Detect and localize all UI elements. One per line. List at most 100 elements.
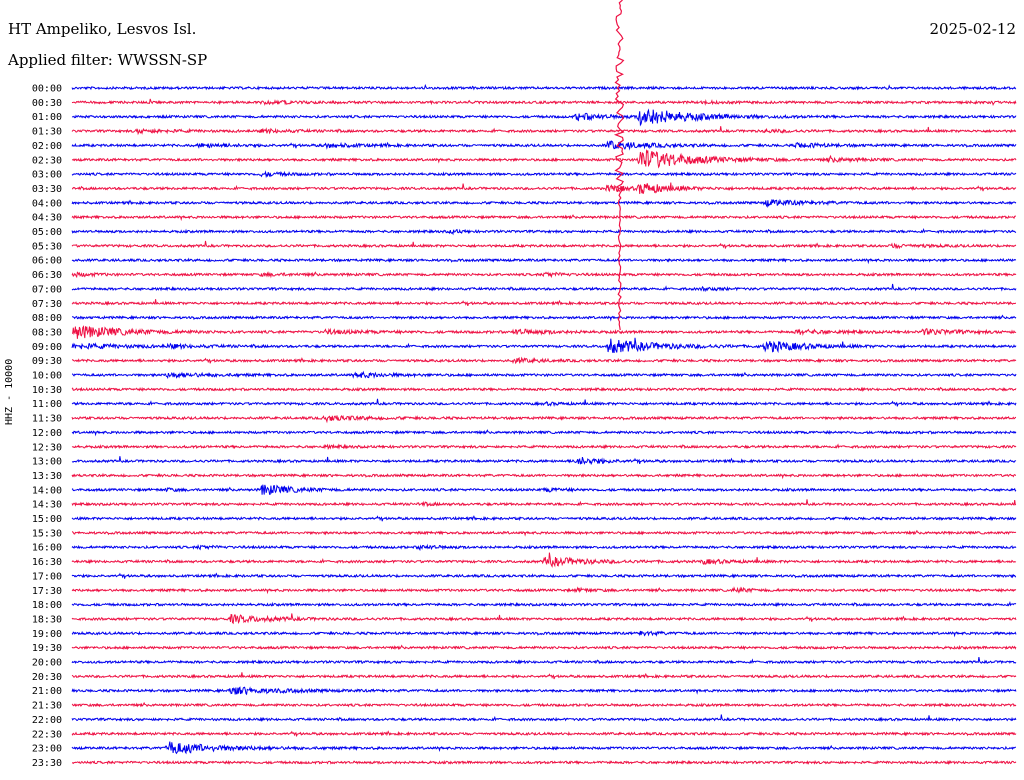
filter-label: Applied filter: WWSSN-SP xyxy=(8,51,208,69)
trace-1400 xyxy=(71,484,1017,495)
trace-1700 xyxy=(71,572,1017,579)
trace-1330 xyxy=(71,472,1016,480)
row-time-label: 12:00 xyxy=(32,428,62,439)
row-time-label: 05:00 xyxy=(32,227,62,238)
trace-1930 xyxy=(71,644,1017,651)
row-time-label: 09:30 xyxy=(32,356,62,367)
row-time-label: 17:00 xyxy=(32,571,62,582)
row-time-label: 08:00 xyxy=(32,313,62,324)
trace-0330 xyxy=(71,182,1017,194)
row-time-label: 07:30 xyxy=(32,299,62,310)
row-time-label: 18:30 xyxy=(32,614,62,625)
trace-0100 xyxy=(71,108,1017,127)
trace-0900 xyxy=(71,337,1017,354)
trace-0730 xyxy=(71,299,1016,307)
row-time-label: 05:30 xyxy=(32,241,62,252)
trace-1130 xyxy=(71,414,1017,424)
row-time-label: 06:30 xyxy=(32,270,62,281)
row-time-label: 15:30 xyxy=(32,528,62,539)
row-time-label: 22:30 xyxy=(32,729,62,740)
row-time-label: 21:00 xyxy=(32,686,62,697)
teleseism-spike xyxy=(613,0,625,331)
trace-1530 xyxy=(71,529,1017,537)
trace-1230 xyxy=(71,443,1017,451)
trace-0230 xyxy=(71,148,1017,169)
row-time-label: 10:30 xyxy=(32,385,62,396)
trace-0830 xyxy=(72,325,1017,339)
trace-2130 xyxy=(71,701,1017,708)
row-time-label: 07:00 xyxy=(32,284,62,295)
trace-0030 xyxy=(71,98,1017,106)
trace-0000 xyxy=(71,83,1017,91)
trace-1630 xyxy=(71,552,1017,568)
trace-0500 xyxy=(71,227,1017,236)
row-time-label: 01:00 xyxy=(32,112,62,123)
row-time-label: 06:00 xyxy=(32,256,62,267)
row-time-label: 20:00 xyxy=(32,658,62,669)
trace-1500 xyxy=(71,515,1017,522)
trace-0130 xyxy=(71,126,1017,136)
trace-1030 xyxy=(71,386,1017,393)
row-time-label: 17:30 xyxy=(32,586,62,597)
trace-1600 xyxy=(71,543,1017,552)
row-time-label: 23:30 xyxy=(32,758,62,769)
row-time-label: 11:30 xyxy=(32,414,62,425)
trace-2330 xyxy=(71,759,1017,766)
trace-2030 xyxy=(71,672,1017,680)
row-time-label: 12:30 xyxy=(32,442,62,453)
trace-0930 xyxy=(71,356,1017,365)
trace-0530 xyxy=(71,240,1017,250)
row-time-label: 19:00 xyxy=(32,629,62,640)
row-time-label: 03:00 xyxy=(32,170,62,181)
trace-1300 xyxy=(71,456,1017,466)
trace-0300 xyxy=(71,170,1017,179)
row-time-label: 13:00 xyxy=(32,457,62,468)
trace-1730 xyxy=(71,586,1017,595)
trace-1100 xyxy=(71,398,1017,407)
row-time-label: 23:00 xyxy=(32,744,62,755)
row-time-label: 10:00 xyxy=(32,371,62,382)
row-time-label: 02:00 xyxy=(32,141,62,152)
row-time-label: 01:30 xyxy=(32,127,62,138)
row-time-label: 04:30 xyxy=(32,213,62,224)
row-time-label: 18:00 xyxy=(32,600,62,611)
row-time-label: 11:00 xyxy=(32,399,62,410)
trace-2100 xyxy=(71,686,1017,696)
row-time-label: 09:00 xyxy=(32,342,62,353)
row-time-label: 03:30 xyxy=(32,184,62,195)
trace-2230 xyxy=(71,730,1017,737)
trace-0630 xyxy=(71,271,1017,279)
date-label: 2025-02-12 xyxy=(929,20,1016,38)
row-time-label: 19:30 xyxy=(32,643,62,654)
row-time-label: 08:30 xyxy=(32,327,62,338)
trace-1900 xyxy=(71,630,1017,638)
row-time-label: 00:30 xyxy=(32,98,62,109)
trace-2200 xyxy=(71,714,1017,723)
trace-0800 xyxy=(72,314,1017,322)
row-time-label: 15:00 xyxy=(32,514,62,525)
row-time-label: 14:00 xyxy=(32,485,62,496)
row-time-label: 21:30 xyxy=(32,701,62,712)
trace-1800 xyxy=(71,600,1017,608)
row-time-label: 16:00 xyxy=(32,543,62,554)
row-time-label: 02:30 xyxy=(32,155,62,166)
trace-1000 xyxy=(71,370,1017,380)
trace-0400 xyxy=(71,198,1017,208)
row-time-label: 20:30 xyxy=(32,672,62,683)
trace-0600 xyxy=(71,257,1017,265)
row-time-label: 22:00 xyxy=(32,715,62,726)
station-title: HT Ampeliko, Lesvos Isl. xyxy=(8,20,197,38)
row-time-label: 14:30 xyxy=(32,500,62,511)
trace-2300 xyxy=(71,741,1016,755)
row-time-label: 00:00 xyxy=(32,84,62,95)
trace-0700 xyxy=(71,283,1017,293)
row-time-label: 13:30 xyxy=(32,471,62,482)
trace-1430 xyxy=(71,499,1017,508)
trace-0200 xyxy=(71,140,1017,151)
trace-1200 xyxy=(71,429,1017,437)
trace-0430 xyxy=(71,214,1016,222)
trace-2000 xyxy=(71,657,1017,665)
row-time-label: 04:00 xyxy=(32,198,62,209)
trace-1830 xyxy=(71,613,1017,625)
